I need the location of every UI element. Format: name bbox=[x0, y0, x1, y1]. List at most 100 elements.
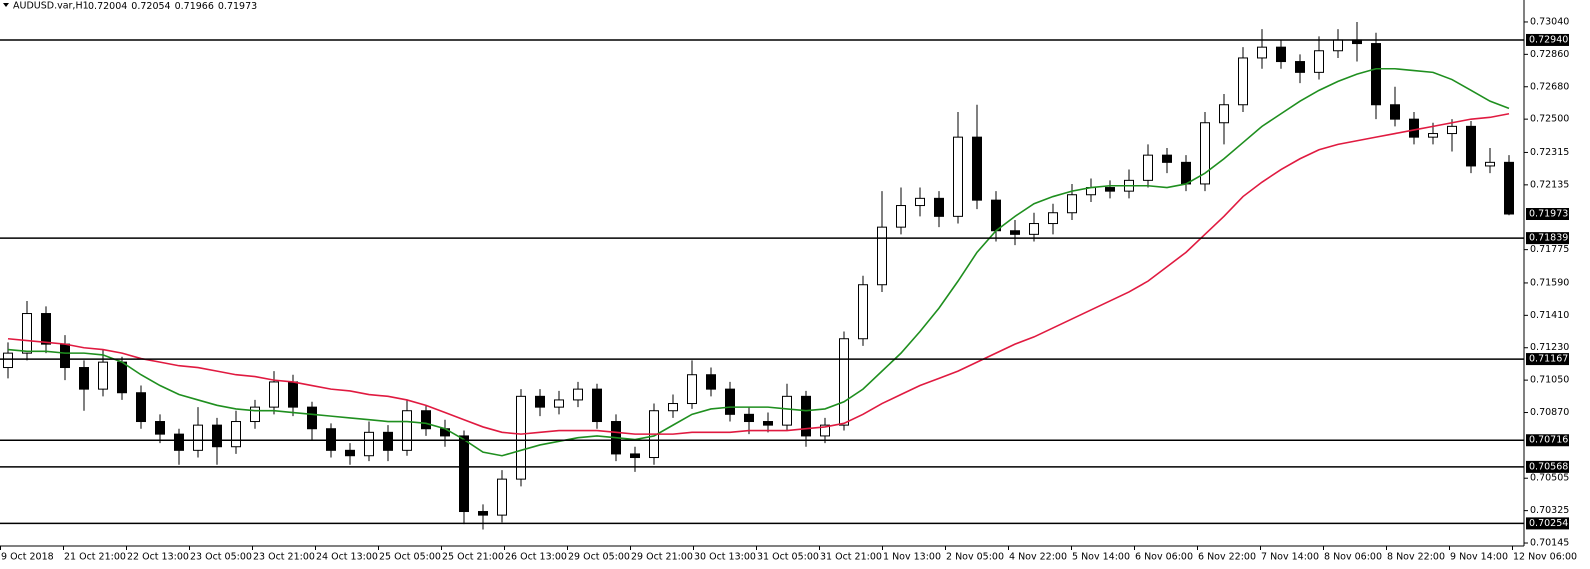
candle-body bbox=[1238, 57, 1248, 106]
candle-body bbox=[592, 388, 602, 423]
candle-body bbox=[991, 199, 1001, 232]
candle-body bbox=[497, 478, 507, 516]
candle-body bbox=[1105, 187, 1115, 192]
y-tick-label: 0.72135 bbox=[1530, 179, 1569, 190]
y-tick-label: 0.70870 bbox=[1530, 407, 1569, 418]
level-label: 0.71839 bbox=[1529, 233, 1568, 244]
x-tick-label: 30 Oct 13:00 bbox=[694, 552, 756, 563]
ohlc-value: 0.71966 bbox=[175, 1, 214, 12]
candle-body bbox=[3, 352, 13, 369]
y-tick-label: 0.70325 bbox=[1530, 505, 1569, 516]
level-label-box bbox=[1526, 33, 1569, 46]
candle-body bbox=[421, 410, 431, 430]
candle-body bbox=[934, 197, 944, 217]
ohlc-value: 0.72054 bbox=[131, 1, 170, 12]
candle-body bbox=[953, 136, 963, 217]
candle-body bbox=[212, 424, 222, 448]
candle-body bbox=[1371, 43, 1381, 106]
candle-body bbox=[231, 421, 241, 448]
current-price-label: 0.71973 bbox=[1529, 209, 1568, 220]
candle-body bbox=[364, 431, 374, 457]
candle-body bbox=[1219, 104, 1229, 124]
candle-body bbox=[877, 226, 887, 286]
y-tick-label: 0.73040 bbox=[1530, 16, 1569, 27]
candle-body bbox=[725, 388, 735, 415]
candle-body bbox=[1200, 122, 1210, 185]
candle-body bbox=[22, 313, 32, 354]
current-price-box bbox=[1526, 208, 1569, 221]
candle-body bbox=[1257, 46, 1267, 59]
candle-body bbox=[1314, 50, 1324, 73]
ohlc-value: 0.72004 bbox=[88, 1, 127, 12]
ohlc-value: 0.71973 bbox=[218, 1, 257, 12]
menu-arrow[interactable] bbox=[3, 3, 9, 7]
x-tick-label: 2 Nov 05:00 bbox=[946, 552, 1004, 563]
level-label: 0.71167 bbox=[1529, 354, 1568, 365]
candle-body bbox=[573, 388, 583, 401]
y-tick-label: 0.71230 bbox=[1530, 342, 1569, 353]
y-tick-label: 0.72315 bbox=[1530, 147, 1569, 158]
candle-body bbox=[478, 511, 488, 516]
candle-body bbox=[174, 433, 184, 451]
candle-body bbox=[345, 449, 355, 457]
candle-body bbox=[402, 410, 412, 451]
candle-body bbox=[269, 381, 279, 408]
candle-body bbox=[763, 421, 773, 426]
candle-body bbox=[516, 395, 526, 480]
candle-body bbox=[839, 338, 849, 426]
candle-body bbox=[1504, 161, 1514, 215]
x-tick-label: 24 Oct 13:00 bbox=[316, 552, 378, 563]
candle-body bbox=[1390, 104, 1400, 120]
candle-body bbox=[288, 381, 298, 408]
candle-body bbox=[668, 403, 678, 412]
candle-body bbox=[706, 374, 716, 390]
candle-body bbox=[307, 406, 317, 430]
x-tick-label: 31 Oct 05:00 bbox=[757, 552, 819, 563]
x-tick-label: 25 Oct 05:00 bbox=[379, 552, 441, 563]
candle-body bbox=[1428, 133, 1438, 138]
level-label: 0.72940 bbox=[1529, 34, 1568, 45]
x-tick-label: 22 Oct 13:00 bbox=[127, 552, 189, 563]
level-label-box bbox=[1526, 232, 1569, 245]
candle-body bbox=[1067, 194, 1077, 214]
candle-body bbox=[98, 361, 108, 390]
x-tick-label: 6 Nov 22:00 bbox=[1198, 552, 1256, 563]
level-label-box bbox=[1526, 434, 1569, 447]
candle-body bbox=[1048, 212, 1058, 225]
candle-body bbox=[79, 367, 89, 390]
candle-body bbox=[687, 374, 697, 405]
candle-body bbox=[1276, 46, 1286, 63]
candle-body bbox=[1409, 118, 1419, 138]
candle-body bbox=[535, 395, 545, 408]
x-tick-label: 9 Oct 2018 bbox=[1, 552, 54, 563]
x-tick-label: 1 Nov 13:00 bbox=[883, 552, 941, 563]
candle-body bbox=[383, 431, 393, 451]
candle-body bbox=[117, 361, 127, 394]
x-tick-label: 31 Oct 21:00 bbox=[820, 552, 882, 563]
y-tick-label: 0.71775 bbox=[1530, 244, 1569, 255]
level-label: 0.70254 bbox=[1529, 518, 1568, 529]
candle-body bbox=[193, 424, 203, 451]
x-tick-label: 7 Nov 14:00 bbox=[1261, 552, 1319, 563]
moving-average bbox=[7, 112, 1510, 435]
candle-body bbox=[1181, 161, 1191, 185]
x-tick-label: 23 Oct 21:00 bbox=[253, 552, 315, 563]
x-tick-label: 12 Nov 06:00 bbox=[1513, 552, 1577, 563]
candle-body bbox=[250, 406, 260, 423]
candle-body bbox=[1143, 154, 1153, 181]
candle-body bbox=[1295, 61, 1305, 73]
candle-body bbox=[858, 284, 868, 340]
ohlc-header: 0.72004 0.72054 0.71966 0.71973 bbox=[88, 1, 257, 12]
y-tick-label: 0.71410 bbox=[1530, 310, 1569, 321]
candle-body bbox=[801, 395, 811, 437]
candle-body bbox=[1029, 223, 1039, 235]
candle-body bbox=[915, 197, 925, 207]
candle-body bbox=[630, 453, 640, 459]
y-tick-label: 0.72860 bbox=[1530, 49, 1569, 60]
level-label-box bbox=[1526, 460, 1569, 473]
x-tick-label: 29 Oct 21:00 bbox=[631, 552, 693, 563]
candle-body bbox=[136, 392, 146, 423]
candle-body bbox=[41, 313, 51, 345]
